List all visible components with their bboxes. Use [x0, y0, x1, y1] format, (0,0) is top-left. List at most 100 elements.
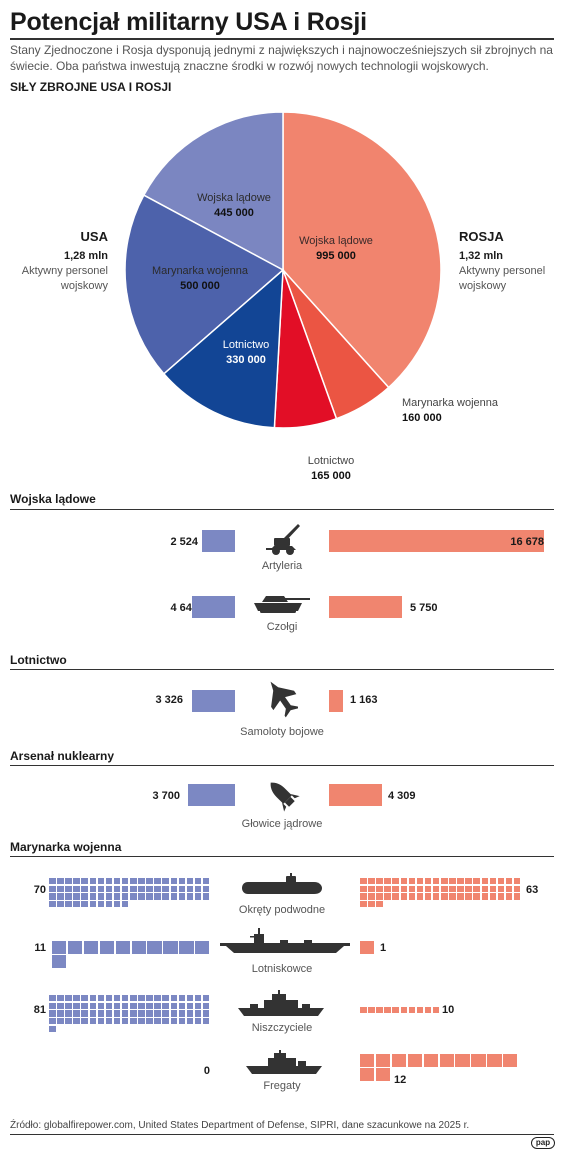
pie-value-russia-air: 165 000 [311, 470, 351, 482]
value-usa-frigates: 0 [203, 1065, 210, 1077]
navy-block-russia-submarines [376, 885, 383, 892]
navy-block-russia-submarines [408, 878, 416, 885]
pie-label-usa-navy: Marynarka wojenna [152, 265, 249, 277]
navy-block-russia-submarines [360, 901, 367, 908]
navy-block-russia-submarines [497, 878, 505, 885]
navy-block-usa-submarines [202, 885, 210, 892]
navy-block-russia-submarines [424, 893, 432, 900]
usa-label: USA [80, 229, 108, 244]
navy-block-usa-destroyers [97, 1018, 105, 1025]
navy-block-usa-destroyers [65, 1018, 72, 1025]
navy-block-russia-submarines [473, 893, 480, 900]
navy-block-usa-destroyers [113, 1010, 121, 1017]
navy-block-russia-submarines [513, 893, 521, 900]
navy-block-russia-submarines [473, 878, 480, 885]
section-title-navy: Marynarka wojenna [10, 840, 122, 854]
pie-slice-usa-air [162, 268, 284, 429]
navy-block-usa-destroyers [154, 1002, 161, 1009]
navy-block-usa-submarines [105, 878, 113, 885]
navy-block-russia-submarines [449, 893, 456, 900]
navy-block-russia-destroyers [384, 1007, 391, 1014]
navy-block-russia-submarines [457, 878, 464, 885]
navy-block-usa-submarines [154, 878, 161, 885]
navy-block-usa-submarines [170, 893, 178, 900]
navy-block-russia-frigates [455, 1054, 470, 1067]
navy-block-usa-destroyers [121, 1018, 129, 1025]
navy-block-russia-submarines [481, 893, 489, 900]
navy-block-russia-submarines [465, 885, 472, 892]
navy-block-russia-submarines [513, 885, 521, 892]
navy-block-usa-submarines [170, 878, 178, 885]
navy-block-usa-destroyers [97, 1002, 105, 1009]
navy-block-usa-destroyers [65, 1002, 72, 1009]
navy-block-usa-destroyers [186, 1010, 194, 1017]
navy-block-russia-submarines [400, 885, 408, 892]
navy-block-usa-carriers [52, 955, 67, 968]
navy-block-usa-destroyers [138, 1010, 145, 1017]
navy-block-usa-destroyers [97, 1010, 105, 1017]
navy-block-usa-submarines [65, 885, 72, 892]
navy-block-usa-destroyers [49, 995, 56, 1002]
navy-block-usa-destroyers [49, 1025, 56, 1032]
source-note: Źródło: globalfirepower.com, United Stat… [10, 1120, 470, 1131]
navy-block-usa-submarines [194, 878, 202, 885]
navy-block-usa-submarines [194, 885, 202, 892]
navy-block-usa-destroyers [113, 1002, 121, 1009]
navy-block-usa-destroyers [178, 1002, 186, 1009]
navy-block-russia-submarines [513, 878, 521, 885]
pie-label-russia-land: Wojska lądowe [299, 235, 373, 247]
pie-value-usa-air: 330 000 [226, 354, 266, 366]
navy-block-usa-submarines [121, 885, 129, 892]
navy-block-usa-destroyers [65, 995, 72, 1002]
page-title: Potencjał militarny USA i Rosji [10, 8, 367, 36]
navy-block-usa-submarines [154, 893, 161, 900]
navy-block-russia-submarines [465, 878, 472, 885]
navy-block-russia-frigates [503, 1054, 518, 1067]
label-submarines: Okręty podwodne [238, 904, 326, 916]
label-frigates: Fregaty [263, 1080, 301, 1092]
navy-block-usa-destroyers [57, 1010, 64, 1017]
russia-personnel-total: 1,32 mln [459, 250, 504, 262]
navy-block-russia-submarines [473, 885, 480, 892]
navy-block-russia-frigates [375, 1054, 391, 1067]
navy-block-usa-destroyers [65, 1010, 72, 1017]
navy-block-russia-destroyers [432, 1007, 440, 1014]
section-title-air: Lotnictwo [10, 653, 67, 667]
navy-block-usa-destroyers [105, 995, 113, 1002]
pie-label-russia-navy: Marynarka wojenna [402, 397, 499, 409]
navy-block-usa-submarines [49, 893, 56, 900]
navy-block-usa-destroyers [81, 1010, 88, 1017]
navy-block-usa-destroyers [194, 1018, 202, 1025]
navy-block-usa-submarines [57, 893, 64, 900]
navy-block-usa-submarines [81, 893, 88, 900]
navy-block-russia-submarines [408, 885, 416, 892]
pie-slice-russia-land [282, 111, 442, 389]
navy-block-russia-submarines [416, 878, 424, 885]
fighter-jet-icon [270, 681, 298, 718]
section-divider [10, 669, 554, 670]
navy-block-russia-frigates [487, 1054, 502, 1067]
navy-block-russia-frigates [375, 1068, 391, 1081]
navy-block-usa-destroyers [89, 1018, 97, 1025]
navy-block-usa-destroyers [178, 1010, 186, 1017]
navy-block-usa-submarines [49, 885, 56, 892]
navy-block-russia-submarines [416, 893, 424, 900]
usa-personnel-total: 1,28 mln [63, 250, 108, 262]
navy-block-russia-submarines [481, 878, 489, 885]
navy-block-usa-destroyers [154, 1018, 161, 1025]
bar-russia-tanks [329, 596, 402, 618]
warhead-icon [270, 782, 300, 812]
navy-block-usa-destroyers [138, 995, 145, 1002]
navy-block-usa-submarines [89, 885, 97, 892]
navy-block-usa-destroyers [130, 1018, 137, 1025]
pie-value-usa-land: 445 000 [214, 207, 254, 219]
navy-block-russia-submarines [497, 893, 505, 900]
value-russia-frigates: 12 [394, 1074, 407, 1086]
navy-block-usa-destroyers [105, 1002, 113, 1009]
navy-block-usa-submarines [97, 901, 105, 908]
pie-label-russia-air: Lotnictwo [308, 455, 354, 467]
navy-block-russia-submarines [441, 885, 448, 892]
label-tanks: Czołgi [266, 621, 298, 633]
navy-block-usa-submarines [113, 878, 121, 885]
navy-block-usa-carriers [99, 941, 115, 954]
